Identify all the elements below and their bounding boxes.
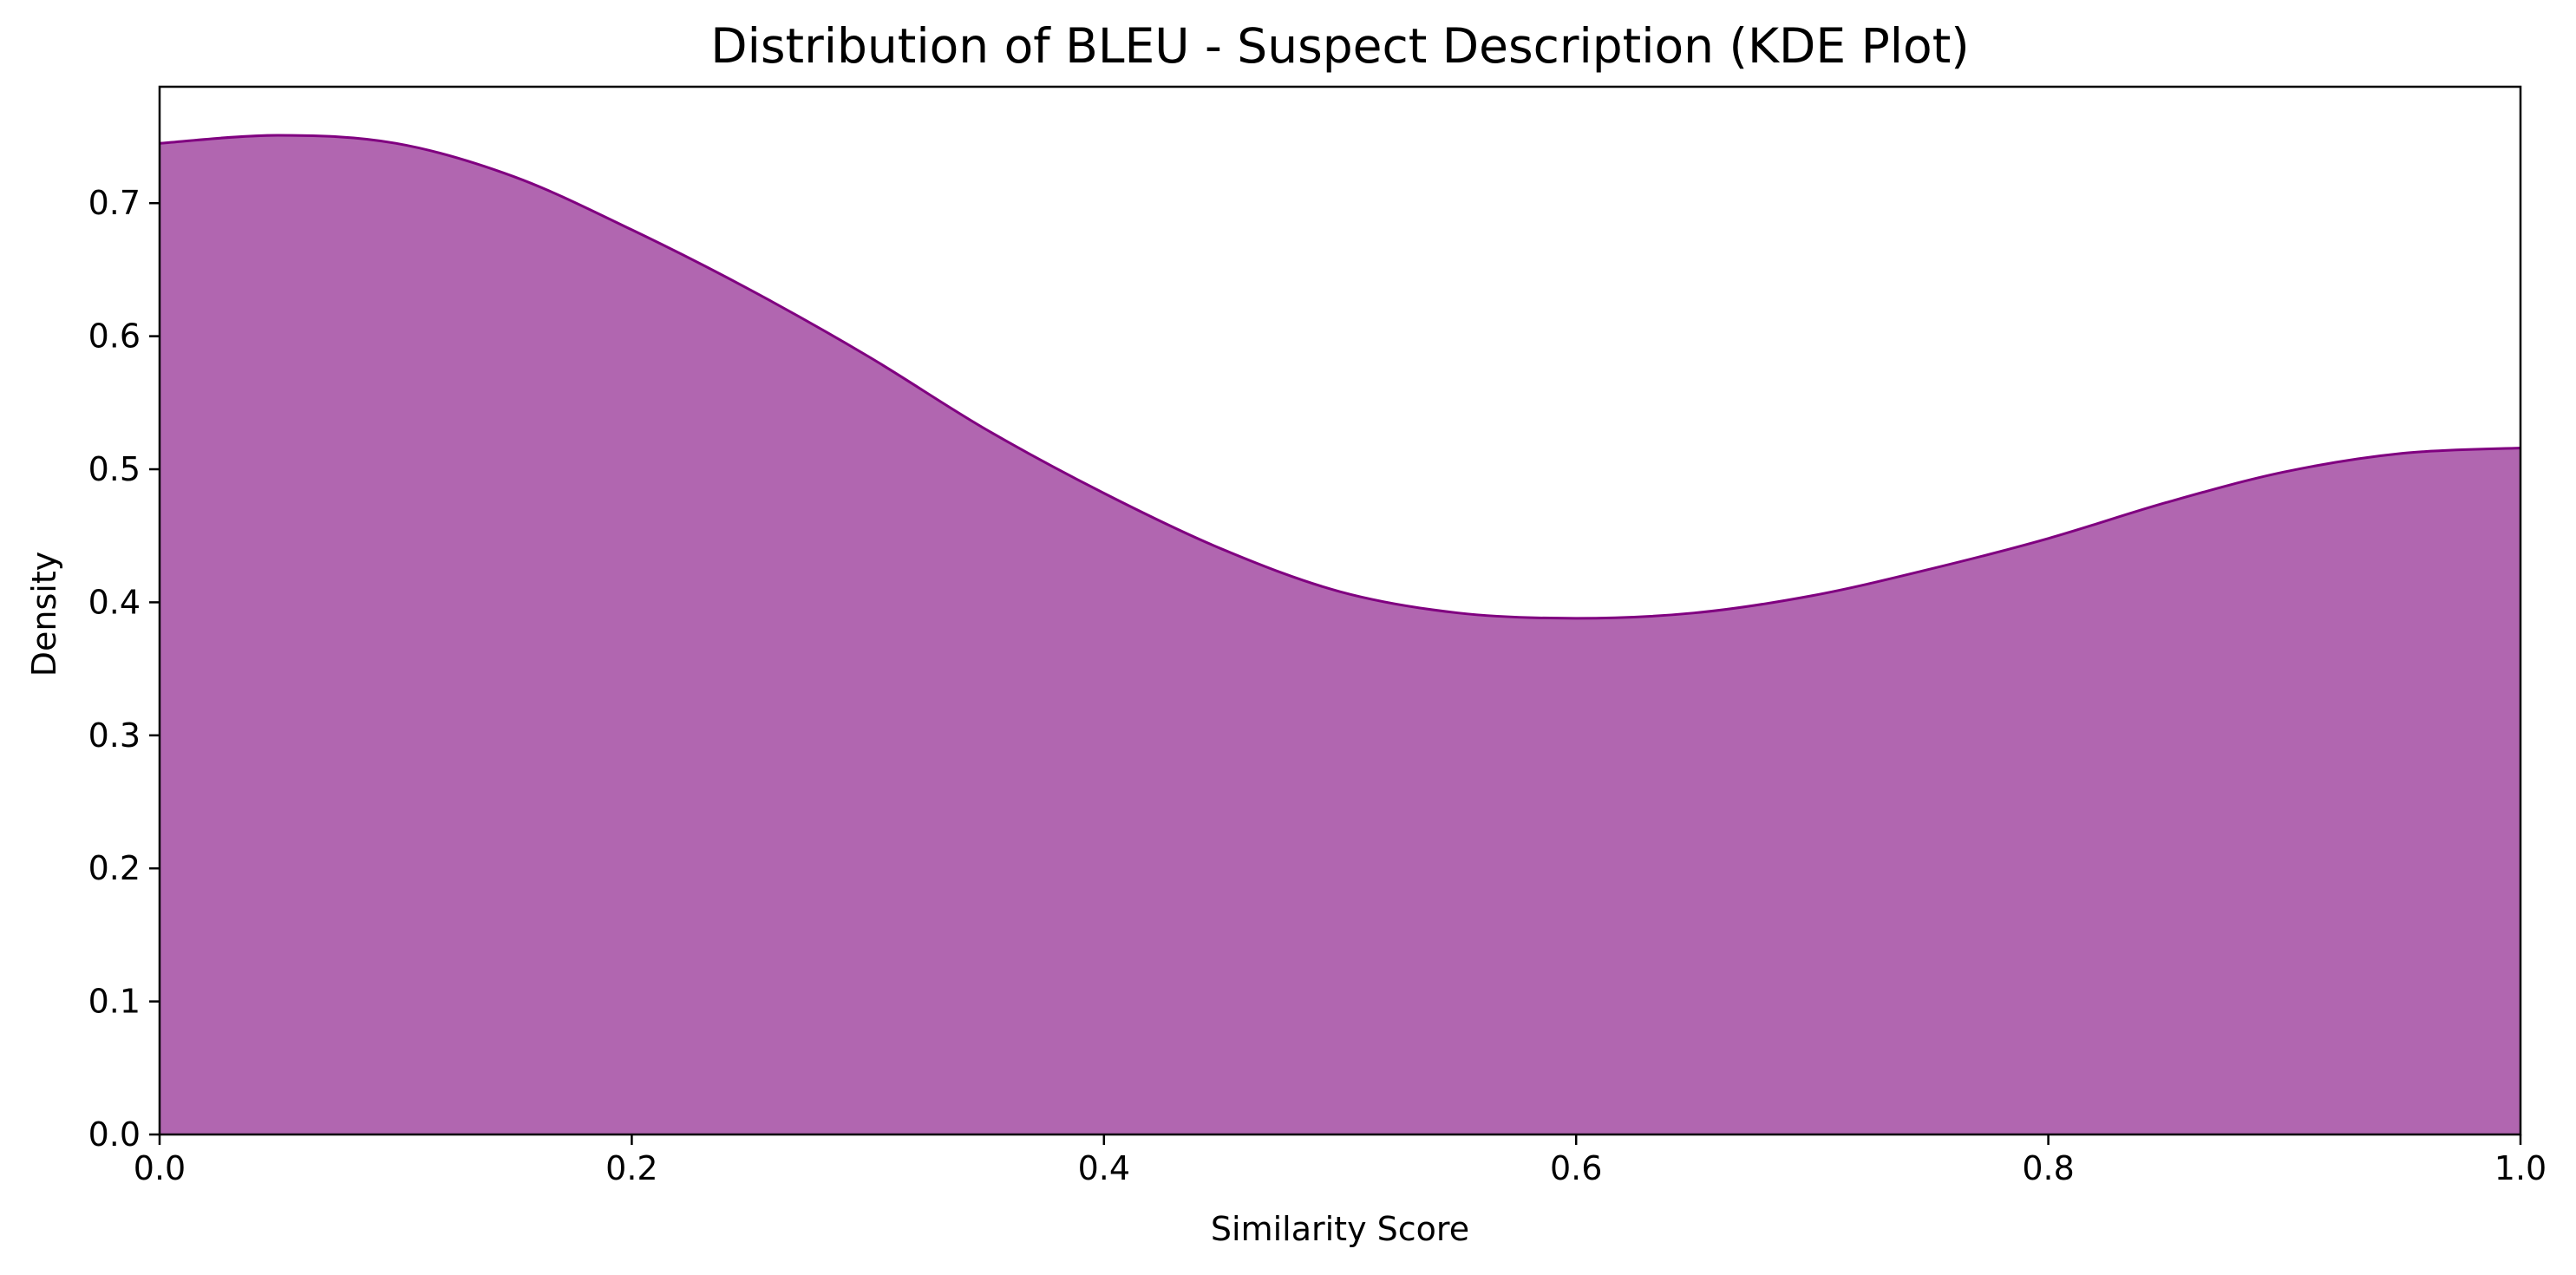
y-tick-label: 0.7 bbox=[88, 184, 141, 222]
x-tick-label: 0.0 bbox=[134, 1149, 186, 1187]
y-axis-label: Density bbox=[25, 552, 63, 677]
y-tick-label: 0.4 bbox=[88, 583, 141, 621]
y-tick-label: 0.5 bbox=[88, 450, 141, 488]
axes-frame bbox=[158, 85, 2522, 1136]
x-tick-label: 0.4 bbox=[1078, 1149, 1130, 1187]
y-tick-label: 0.2 bbox=[88, 849, 141, 887]
x-tick-label: 0.6 bbox=[1550, 1149, 1602, 1187]
x-tick-label: 0.2 bbox=[605, 1149, 657, 1187]
y-tick-label: 0.6 bbox=[88, 317, 141, 356]
kde-area bbox=[160, 134, 2520, 1134]
y-tick-label: 0.0 bbox=[88, 1115, 141, 1154]
axes: 0.0 0.2 0.4 0.6 0.8 1.0 0.0 0.1 0.2 0.3 0.4 0.5 0.6 0… bbox=[88, 85, 2547, 1187]
chart-title: Distribution of BLEU - Suspect Descripti… bbox=[710, 18, 1969, 74]
x-axis-label: Similarity Score bbox=[1211, 1210, 1469, 1248]
x-tick-label: 0.8 bbox=[2022, 1149, 2074, 1187]
y-tick-label: 0.1 bbox=[88, 983, 141, 1021]
plot-area bbox=[159, 134, 2521, 1134]
x-tick-label: 1.0 bbox=[2494, 1149, 2547, 1187]
kde-line bbox=[159, 134, 2521, 620]
y-tick-label: 0.3 bbox=[88, 716, 141, 755]
